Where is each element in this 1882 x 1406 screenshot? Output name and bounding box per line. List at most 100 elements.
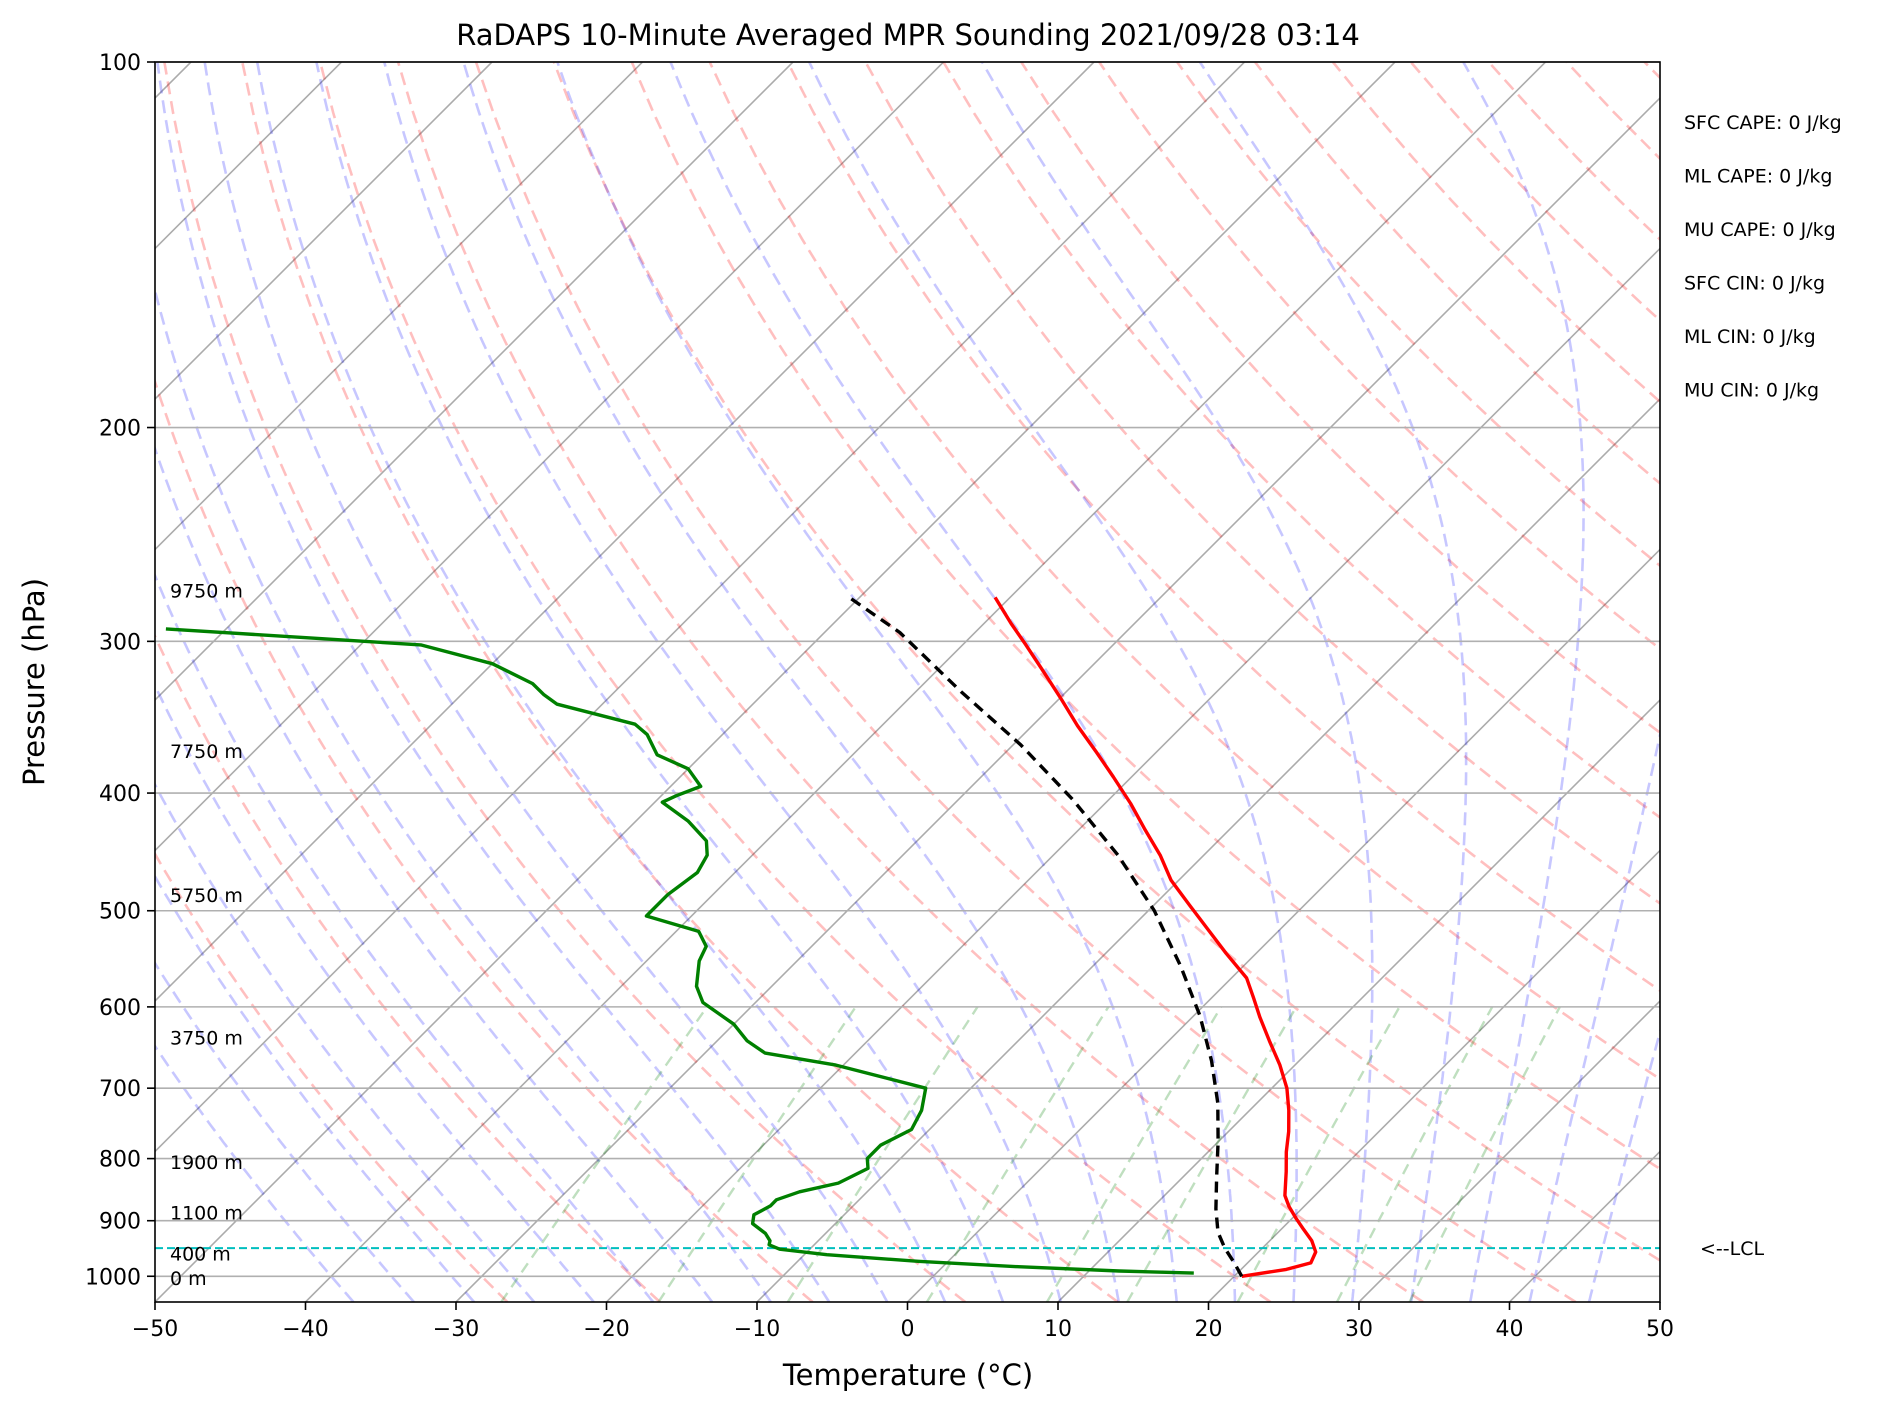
x-tick-label: −30 <box>433 1317 479 1342</box>
dry-adiabat <box>786 62 1660 993</box>
x-tick-label: 10 <box>1044 1317 1072 1342</box>
moist-adiabat <box>155 874 476 1302</box>
isotherm <box>1358 999 1660 1302</box>
height-label: 0 m <box>170 1268 207 1290</box>
y-tick-label: 600 <box>99 996 141 1021</box>
isotherm <box>155 62 493 401</box>
y-tick-label: 700 <box>99 1077 141 1102</box>
moist-adiabat <box>1528 729 1660 1302</box>
moist-adiabat <box>155 285 772 1302</box>
moist-adiabat <box>556 62 1179 1302</box>
moist-adiabat <box>203 62 889 1302</box>
dry-adiabat <box>241 62 1119 1302</box>
stability-indices: SFC CAPE: 0 J/kg ML CAPE: 0 J/kg MU CAPE: … <box>1684 112 1842 402</box>
x-tick-label: 30 <box>1345 1317 1373 1342</box>
moist-adiabat <box>155 444 714 1302</box>
x-tick-label: 0 <box>901 1317 915 1342</box>
chart-title: RaDAPS 10-Minute Averaged MPR Sounding 2… <box>456 18 1360 52</box>
isotherm <box>605 247 1660 1302</box>
moist-adiabat <box>669 62 1237 1302</box>
dry-adiabat <box>1098 62 1660 651</box>
y-axis: 100 200 300 400 500 600 700 800 900 1000 <box>85 51 155 1290</box>
moist-adiabat <box>156 62 831 1302</box>
x-tick-label: 20 <box>1195 1317 1223 1342</box>
isotherm <box>906 548 1660 1302</box>
mixing-ratio-line <box>657 1006 857 1302</box>
y-axis-title: Pressure (hPa) <box>17 578 51 786</box>
dry-adiabat <box>474 62 1577 1302</box>
isotherm <box>455 96 1660 1302</box>
stability-index: MU CAPE: 0 J/kg <box>1684 219 1836 241</box>
lcl-label: <--LCL <box>1700 1238 1764 1260</box>
stability-index: SFC CAPE: 0 J/kg <box>1684 112 1842 134</box>
dewpoint-profile <box>165 627 1194 1275</box>
height-label: 1100 m <box>170 1203 243 1225</box>
mixing-ratio-line <box>1335 1006 1494 1302</box>
dry-adiabat <box>708 62 1660 1081</box>
isotherm <box>304 62 1547 1302</box>
height-label: 3750 m <box>170 1027 243 1049</box>
isotherm <box>155 62 1095 1003</box>
x-axis: −50 −40 −30 −20 −10 0 10 20 30 40 50 <box>132 1302 1674 1342</box>
isotherm <box>155 62 644 551</box>
dry-adiabat <box>630 62 1660 1171</box>
moist-adiabat <box>155 682 595 1302</box>
height-label: 400 m <box>170 1244 231 1266</box>
moist-adiabat <box>315 62 1005 1302</box>
isotherm <box>155 62 794 702</box>
isotherm <box>756 397 1660 1302</box>
dry-adiabat <box>396 62 1424 1302</box>
y-tick-label: 1000 <box>85 1265 141 1290</box>
y-tick-label: 500 <box>99 900 141 925</box>
moist-adiabat <box>1587 1027 1660 1302</box>
sounding-profiles <box>165 594 1318 1278</box>
height-label: 5750 m <box>170 885 243 907</box>
mixing-ratio-line <box>1236 1006 1401 1302</box>
isotherm <box>1207 849 1660 1302</box>
stability-index: ML CAPE: 0 J/kg <box>1684 166 1832 188</box>
mixing-ratio-line <box>1408 1006 1561 1302</box>
height-label: 7750 m <box>170 741 243 763</box>
y-tick-label: 100 <box>99 51 141 76</box>
dry-adiabat <box>1020 62 1660 735</box>
moist-adiabat <box>155 960 415 1302</box>
moist-adiabat <box>383 62 1063 1302</box>
stability-index: MU CIN: 0 J/kg <box>1684 380 1819 402</box>
moist-adiabat <box>1462 62 1585 1302</box>
mixing-ratio-line <box>1126 1006 1298 1302</box>
moist-adiabat <box>155 781 536 1302</box>
y-tick-label: 400 <box>99 782 141 807</box>
x-tick-label: −40 <box>282 1317 328 1342</box>
dry-adiabat <box>155 377 814 1302</box>
x-axis-title: Temperature (°C) <box>782 1358 1033 1392</box>
dry-adiabat <box>318 62 1272 1302</box>
isotherm <box>155 62 1246 1153</box>
mixing-ratio-line <box>500 1006 708 1302</box>
moist-adiabat <box>462 62 1120 1302</box>
y-tick-label: 900 <box>99 1210 141 1235</box>
height-label: 9750 m <box>170 581 243 603</box>
y-tick-label: 300 <box>99 630 141 655</box>
mixing-ratio-line <box>1045 1006 1223 1302</box>
x-tick-label: −10 <box>734 1317 780 1342</box>
x-tick-label: −20 <box>583 1317 629 1342</box>
moist-adiabat <box>1198 62 1468 1302</box>
stability-index: SFC CIN: 0 J/kg <box>1684 273 1825 295</box>
reference-lines <box>155 62 1660 1302</box>
dry-adiabat <box>942 62 1660 820</box>
moist-adiabat <box>155 1043 355 1302</box>
height-labels: 9750 m 7750 m 5750 m 3750 m 1900 m 1100 m 400 … <box>170 581 243 1290</box>
height-label: 1900 m <box>170 1152 243 1174</box>
moist-adiabat <box>980 62 1374 1302</box>
isotherm <box>155 62 945 852</box>
dry-adiabat <box>163 62 967 1302</box>
x-tick-label: 50 <box>1646 1317 1674 1342</box>
dry-adiabat <box>864 62 1660 905</box>
temperature-profile <box>993 596 1318 1278</box>
stability-index: ML CIN: 0 J/kg <box>1684 326 1816 348</box>
y-tick-label: 800 <box>99 1148 141 1173</box>
mixing-ratio-line <box>786 1006 979 1302</box>
dry-adiabat <box>155 633 661 1302</box>
isotherm <box>155 62 1396 1302</box>
